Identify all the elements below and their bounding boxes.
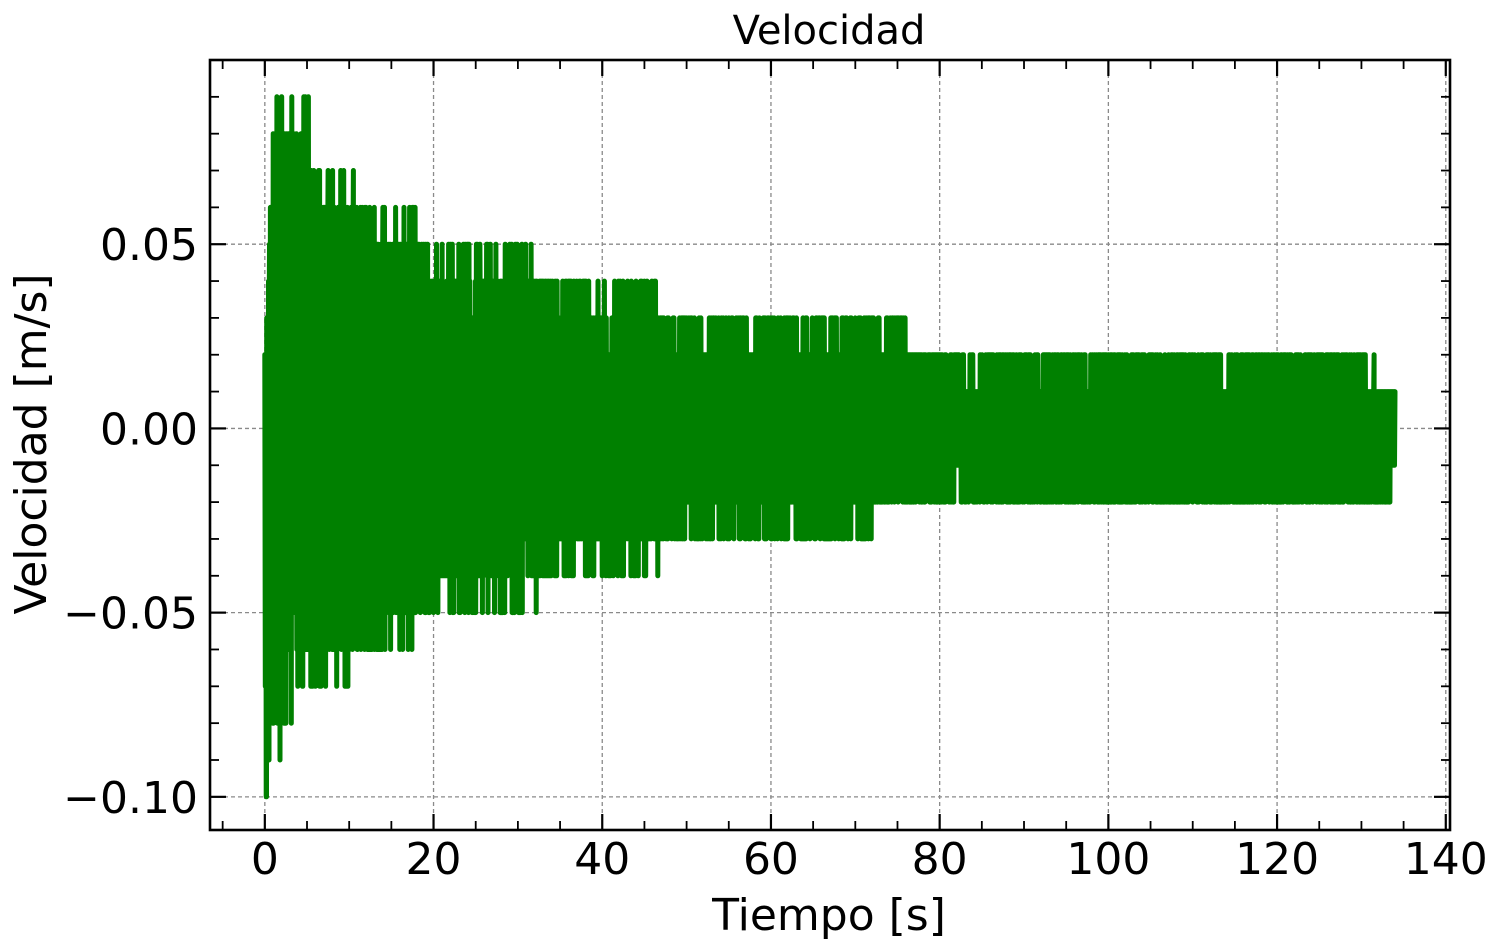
y-tick-label: −0.05 — [63, 589, 198, 640]
x-tick-label: 40 — [574, 834, 630, 885]
x-tick-label: 0 — [251, 834, 279, 885]
x-axis-label: Tiempo [s] — [711, 890, 946, 941]
x-tick-labels: 0 20 40 60 80 100 120 140 — [251, 834, 1488, 885]
x-tick-label: 80 — [912, 834, 968, 885]
y-tick-labels: −0.10 −0.05 0.00 0.05 — [63, 220, 198, 824]
y-tick-label: −0.10 — [63, 773, 198, 824]
velocity-series — [262, 94, 1398, 800]
chart-title: Velocidad — [733, 8, 926, 54]
x-tick-label: 20 — [406, 834, 462, 885]
velocity-line — [262, 94, 1398, 800]
x-tick-label: 120 — [1235, 834, 1319, 885]
y-axis-label: Velocidad [m/s] — [6, 273, 57, 614]
x-tick-label: 60 — [743, 834, 799, 885]
axis-ticks — [210, 60, 1450, 830]
x-tick-label: 100 — [1066, 834, 1150, 885]
plot-frame — [208, 58, 1452, 832]
y-tick-label: 0.05 — [100, 220, 198, 271]
x-tick-label: 140 — [1404, 834, 1488, 885]
y-tick-label: 0.00 — [100, 404, 198, 455]
